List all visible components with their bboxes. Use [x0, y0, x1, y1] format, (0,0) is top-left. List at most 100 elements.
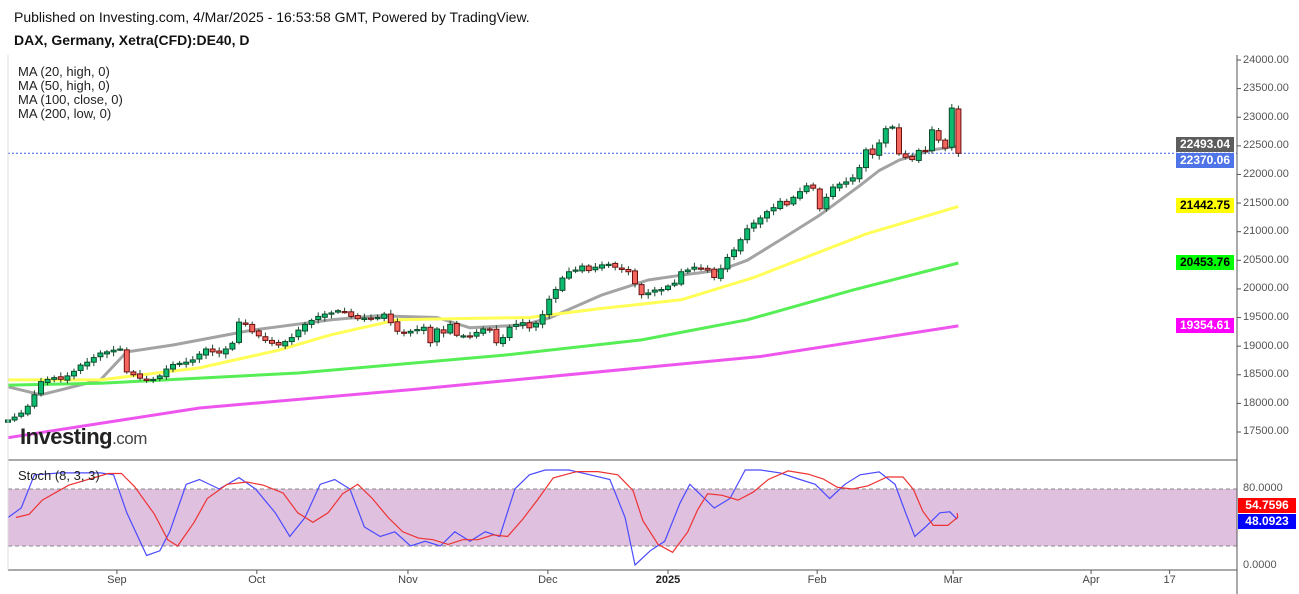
price-tick-label: 17500.00 — [1243, 425, 1289, 438]
candle-body-up — [117, 348, 124, 351]
candle — [757, 215, 764, 229]
candle — [526, 319, 533, 332]
candle — [513, 319, 520, 330]
price-tick-label: 20000.00 — [1243, 282, 1289, 295]
legend-ma20[interactable]: MA (20, high, 0) — [18, 64, 110, 79]
stoch-d-line — [15, 470, 959, 554]
candle — [427, 324, 434, 347]
candle-body-up — [882, 128, 889, 144]
candle — [420, 323, 427, 335]
legend-ma50[interactable]: MA (50, high, 0) — [18, 78, 110, 93]
candle-body-up — [381, 313, 388, 319]
legend-ma200[interactable]: MA (200, low, 0) — [18, 106, 112, 121]
ma200-price-label: 19354.61 — [1176, 318, 1234, 333]
candle — [671, 279, 678, 288]
candle — [869, 144, 876, 159]
candle — [922, 146, 929, 155]
price-tick-label: 18000.00 — [1243, 396, 1289, 409]
candle — [117, 345, 124, 352]
candle — [453, 320, 460, 338]
candle — [823, 193, 830, 212]
candle-body-up — [315, 315, 322, 321]
price-tick-label: 19500.00 — [1243, 311, 1289, 324]
candle-body-down — [275, 341, 282, 346]
candle — [229, 341, 236, 351]
price-tick-label: 24000.00 — [1243, 53, 1289, 66]
candle — [295, 326, 302, 341]
candle-body-up — [473, 331, 480, 337]
candle-body-up — [189, 359, 196, 363]
candle — [618, 263, 625, 273]
candle-body-up — [51, 377, 58, 380]
candle — [368, 314, 374, 322]
candle-body-up — [18, 412, 25, 417]
candle — [519, 318, 526, 329]
candle — [506, 324, 513, 341]
candle — [493, 325, 500, 346]
candle — [645, 288, 652, 299]
candle-body-down — [255, 330, 262, 337]
candle — [625, 266, 632, 276]
candle — [876, 139, 883, 160]
candle — [460, 333, 467, 339]
candle — [935, 127, 942, 144]
candle — [929, 126, 935, 154]
price-tick-label: 23500.00 — [1243, 82, 1289, 95]
candle — [57, 372, 64, 383]
candle-body-up — [513, 323, 520, 327]
candle — [744, 224, 751, 244]
candle-body-up — [533, 322, 539, 328]
price-tick-label: 21000.00 — [1243, 225, 1289, 238]
time-tick-label: Sep — [107, 574, 127, 586]
candle — [394, 318, 401, 335]
time-tick-label: Dec — [538, 574, 558, 586]
candle — [77, 362, 84, 375]
candle-body-down — [698, 267, 704, 270]
candle — [440, 325, 447, 338]
candle-body-down — [249, 323, 256, 333]
candle-body-up — [929, 129, 935, 152]
candle-body-up — [889, 126, 896, 129]
candle — [579, 263, 586, 274]
candle-body-down — [869, 148, 876, 155]
ma20-line — [7, 144, 959, 397]
candle-body-up — [684, 269, 691, 273]
candle-body-up — [731, 249, 737, 258]
candle — [249, 321, 256, 335]
stoch-title[interactable]: Stoch (8, 3, 3) — [18, 468, 100, 483]
candle — [189, 356, 196, 366]
stoch-k-label: 48.0923 — [1238, 514, 1296, 529]
candle-body-down — [216, 350, 223, 354]
candle-body-up — [64, 375, 71, 381]
candle — [255, 328, 262, 339]
candle-body-up — [764, 211, 770, 219]
candle-body-up — [777, 200, 784, 210]
candle — [321, 310, 328, 322]
candle-body-up — [407, 330, 414, 334]
candle — [44, 376, 51, 386]
candle-body-up — [836, 183, 843, 189]
candle — [942, 138, 949, 152]
candle — [896, 123, 902, 156]
candle-body-up — [335, 310, 341, 313]
legend-ma100[interactable]: MA (100, close, 0) — [18, 92, 123, 107]
candle-body-up — [546, 298, 553, 316]
candle — [176, 360, 183, 367]
candle — [203, 346, 209, 360]
candle-body-down — [130, 371, 137, 376]
candle — [150, 376, 157, 384]
candle-body-up — [308, 319, 315, 325]
candle — [163, 365, 170, 380]
candle-body-down — [394, 321, 401, 332]
stoch-k-line — [7, 469, 958, 567]
candle — [209, 344, 216, 357]
candle-body-up — [566, 271, 572, 279]
candle-body-down — [143, 378, 150, 381]
candle-body-up — [183, 361, 190, 365]
candle — [717, 264, 724, 282]
candle — [170, 361, 176, 373]
candle-body-up — [744, 228, 751, 241]
candle — [539, 310, 546, 329]
ma50-line — [8, 204, 959, 382]
